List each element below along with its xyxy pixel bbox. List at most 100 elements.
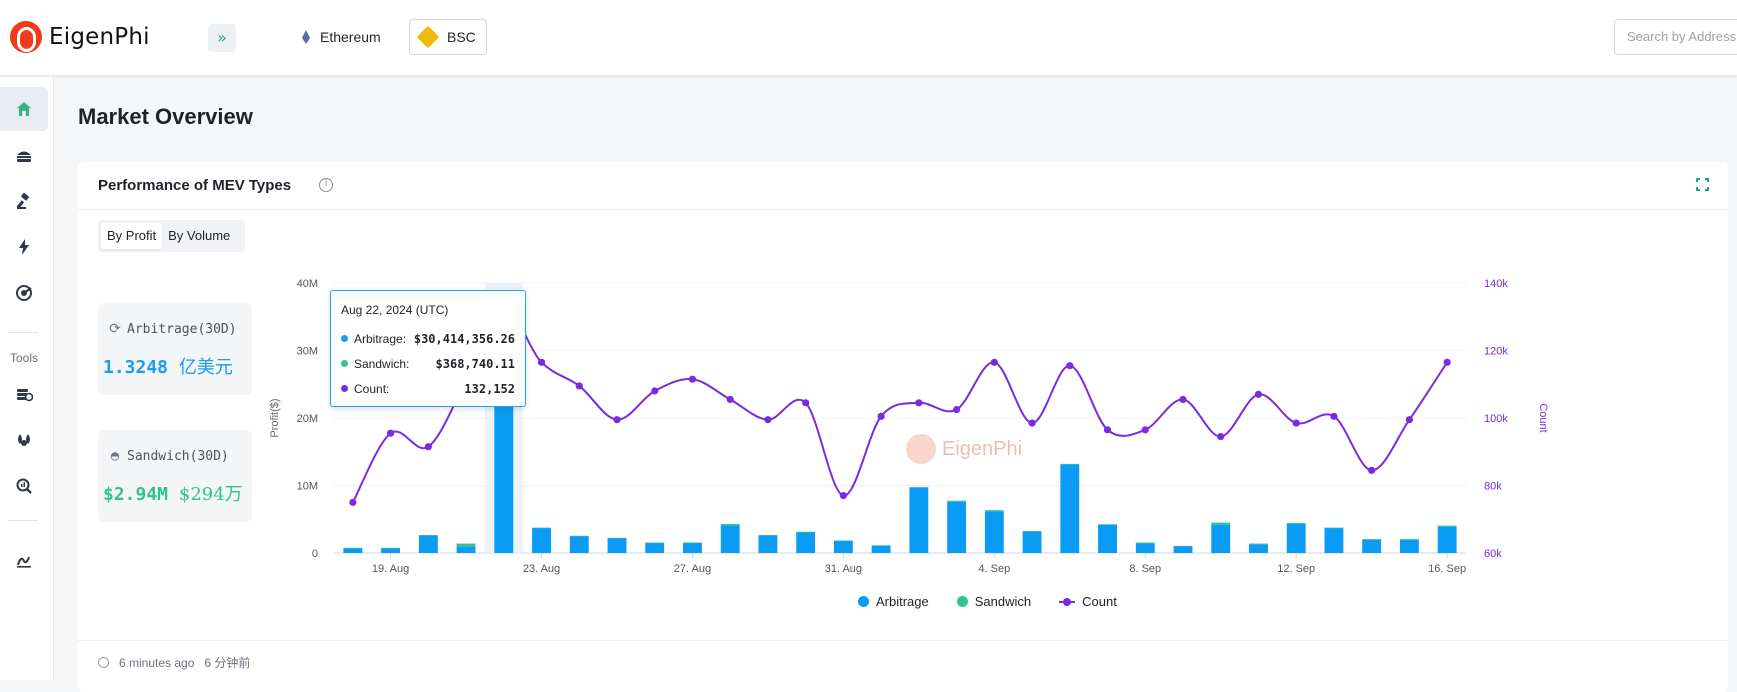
bar-sandwich xyxy=(1135,542,1155,544)
chain-ethereum-button[interactable]: Ethereum xyxy=(292,19,391,55)
bar-arbitrage xyxy=(607,538,627,553)
x-tick-label: 27. Aug xyxy=(674,563,711,575)
count-point xyxy=(1141,426,1149,434)
bar-sandwich xyxy=(984,510,1004,512)
arbitrage-stat-value: 1.3248 亿美元 xyxy=(103,353,233,379)
watermark-logo-icon xyxy=(906,434,936,464)
bar-sandwich xyxy=(1286,522,1306,524)
sidebar-item-radar[interactable] xyxy=(0,271,48,315)
count-point xyxy=(1292,419,1300,427)
x-tick-label: 8. Sep xyxy=(1129,563,1161,575)
sidebar-item-tool-coins[interactable] xyxy=(0,372,48,416)
sandwich-stat-card: ◓ Sandwich(30D) $2.94M $294万 xyxy=(98,430,252,522)
sidebar-divider xyxy=(8,520,38,521)
legend-marker xyxy=(956,596,968,607)
search-placeholder: Search by Address xyxy=(1627,29,1737,44)
sidebar-item-tool-sign[interactable] xyxy=(0,538,48,582)
legend-item-count[interactable]: Count xyxy=(1059,594,1117,609)
count-point xyxy=(1254,390,1263,398)
card-title: Performance of MEV Types xyxy=(98,177,292,194)
tooltip-value: $368,740.11 xyxy=(435,356,515,371)
count-point xyxy=(1443,358,1451,366)
sidebar-item-flashloan[interactable] xyxy=(0,225,48,269)
bar-arbitrage xyxy=(758,535,778,553)
fullscreen-icon[interactable] xyxy=(1695,177,1710,192)
bar-arbitrage xyxy=(984,511,1004,553)
bar-arbitrage xyxy=(381,548,401,553)
bar-sandwich xyxy=(1060,463,1080,465)
sidebar-tools-label: Tools xyxy=(9,351,38,365)
count-point xyxy=(1405,416,1413,424)
chain-bsc-button[interactable]: BSC xyxy=(409,19,487,55)
bnb-icon xyxy=(416,25,440,49)
legend-marker xyxy=(858,596,869,607)
y2-tick-label: 60k xyxy=(1484,548,1502,560)
chart-legend: Arbitrage Sandwich Count xyxy=(858,594,1117,609)
sidebar-item-tool-analytics[interactable] xyxy=(0,464,48,508)
count-point xyxy=(349,498,357,506)
tab-by-volume[interactable]: By Volume xyxy=(168,228,231,243)
home-icon xyxy=(17,102,31,116)
bar-sandwich xyxy=(720,523,740,526)
logo[interactable]: EigenPhi xyxy=(10,21,150,53)
tooltip-row-sandwich: Sandwich: $368,740.11 xyxy=(341,351,515,376)
count-point xyxy=(1103,426,1112,434)
stat-label-text: Arbitrage(30D) xyxy=(127,321,237,337)
legend-label: Arbitrage xyxy=(876,594,929,609)
legend-item-arbitrage[interactable]: Arbitrage xyxy=(858,594,929,609)
count-point xyxy=(1066,362,1074,370)
bar-arbitrage xyxy=(1135,543,1155,553)
coins-icon xyxy=(17,389,33,402)
tab-by-profit[interactable]: By Profit xyxy=(101,223,163,249)
count-point xyxy=(1179,395,1187,404)
bar-arbitrage xyxy=(1211,524,1231,553)
top-bar: EigenPhi » Ethereum BSC Search by Addres… xyxy=(0,0,1737,76)
sidebar-divider xyxy=(8,332,38,333)
count-point xyxy=(1368,466,1376,474)
bar-arbitrage xyxy=(645,542,665,553)
mev-performance-chart[interactable]: 0 10M 20M 30M 40M 60k 80k 100k 120k 140k Profit($)… xyxy=(78,162,1728,632)
sidebar-item-home[interactable] xyxy=(0,87,48,131)
bar-arbitrage xyxy=(1362,539,1382,553)
bar-sandwich xyxy=(1173,545,1193,547)
expand-sidebar-button[interactable]: » xyxy=(208,24,236,52)
bar-sandwich xyxy=(1362,539,1382,540)
bar-arbitrage xyxy=(947,501,967,553)
bar-sandwich xyxy=(758,535,778,536)
bar-arbitrage xyxy=(833,540,853,553)
bar-arbitrage xyxy=(569,536,589,553)
stat-value-number: 1.3248 xyxy=(103,357,169,378)
count-point xyxy=(764,416,772,424)
sidebar-item-liquidation[interactable] xyxy=(0,179,48,223)
count-point xyxy=(953,405,961,414)
info-icon[interactable]: i xyxy=(319,178,333,192)
y-tick-label: 10M xyxy=(297,481,318,493)
bar-arbitrage xyxy=(418,535,438,553)
count-point xyxy=(839,492,848,500)
tooltip-value: $30,414,356.26 xyxy=(413,331,515,346)
bar-arbitrage xyxy=(1060,464,1080,553)
card-footer-divider xyxy=(78,640,1728,641)
x-tick-label: 23. Aug xyxy=(523,563,560,575)
x-tick-label: 16. Sep xyxy=(1428,563,1466,575)
x-tick-label: 31. Aug xyxy=(825,563,862,575)
y2-tick-label: 140k xyxy=(1484,278,1508,290)
bar-arbitrage xyxy=(1173,546,1193,553)
tooltip-value: 132,152 xyxy=(464,381,515,396)
bar-sandwich xyxy=(683,542,702,544)
bar-sandwich xyxy=(1324,527,1344,529)
tooltip-label-text: Arbitrage: xyxy=(354,331,407,346)
bar-sandwich xyxy=(833,540,853,542)
search-input[interactable]: Search by Address xyxy=(1614,19,1737,55)
sidebar: Tools xyxy=(0,77,54,680)
legend-item-sandwich[interactable]: Sandwich xyxy=(956,594,1031,609)
bar-arbitrage xyxy=(909,487,929,553)
sidebar-item-tool-drops[interactable] xyxy=(0,418,48,462)
drops-icon xyxy=(18,434,30,446)
watermark: EigenPhi xyxy=(906,434,1022,464)
bar-sandwich xyxy=(1399,539,1419,540)
y-tick-label: 20M xyxy=(297,413,318,425)
sidebar-item-sandwich[interactable] xyxy=(0,133,48,177)
bar-arbitrage xyxy=(1286,523,1306,553)
y-tick-label: 0 xyxy=(312,548,318,560)
